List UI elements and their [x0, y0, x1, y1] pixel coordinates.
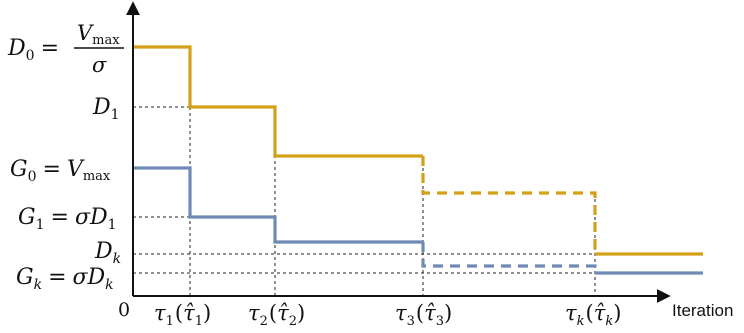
svg-text:σ: σ — [92, 53, 107, 77]
tick-tau3: τ3(τ̂3) — [395, 301, 452, 329]
label-g1: G1 = σD1 — [18, 205, 117, 233]
label-g0: G0 = Vmax — [10, 157, 111, 185]
g-curve-solid-start — [133, 166, 423, 244]
d-curve-solid-start — [133, 45, 423, 158]
tick-tauk: τk(τ̂k) — [565, 301, 621, 329]
tick-tau2: τ2(τ̂2) — [248, 301, 305, 329]
tick-tau1: τ1(τ̂1) — [154, 301, 211, 329]
origin-label: 0 — [118, 299, 130, 321]
d-curve-dashed — [421, 156, 597, 254]
label-dk: Dk — [94, 239, 121, 267]
svg-text:Vmax: Vmax — [77, 21, 120, 48]
label-gk: Gk = σDk — [16, 265, 114, 293]
g-curve — [133, 166, 703, 275]
axes — [126, 1, 671, 303]
label-d0: D0 = Vmax σ — [7, 21, 124, 77]
d-curve — [133, 45, 703, 256]
guide-lines — [133, 47, 596, 296]
x-axis-label: Iteration — [672, 301, 733, 320]
label-d1: D1 — [92, 95, 120, 123]
g-curve-dashed — [421, 242, 597, 273]
svg-text:D0=: D0 = — [7, 36, 59, 64]
